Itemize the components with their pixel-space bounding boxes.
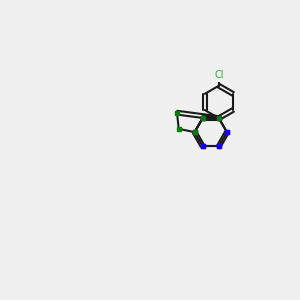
Text: Cl: Cl bbox=[214, 70, 224, 80]
